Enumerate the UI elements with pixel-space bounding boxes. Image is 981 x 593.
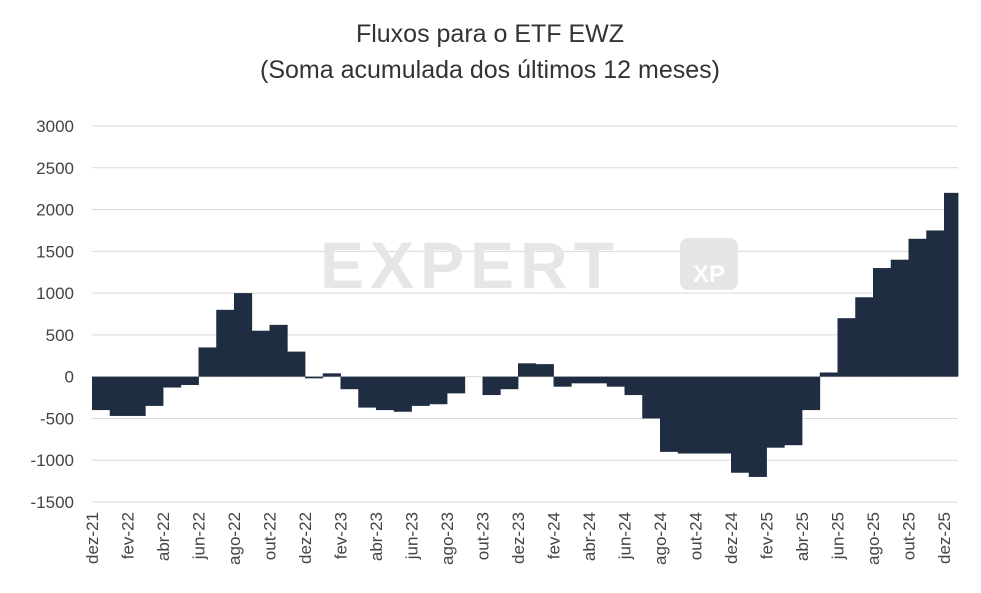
- x-tick-label: jun-22: [190, 512, 209, 560]
- bar: [748, 376, 767, 477]
- x-tick-label: dez-21: [83, 512, 102, 564]
- bar: [890, 259, 909, 377]
- x-tick-label: fev-22: [119, 512, 138, 559]
- x-tick-label: abr-22: [154, 512, 173, 561]
- x-tick-label: out-22: [261, 512, 280, 560]
- x-tick-label: out-23: [474, 512, 493, 560]
- x-tick-label: abr-23: [367, 512, 386, 561]
- bar: [287, 351, 306, 377]
- bar: [518, 363, 537, 377]
- x-tick-label: fev-25: [758, 512, 777, 559]
- bar: [802, 376, 821, 411]
- x-tick-label: ago-23: [438, 512, 457, 565]
- bar: [571, 376, 590, 384]
- x-tick-label: abr-24: [580, 512, 599, 561]
- x-tick-label: jun-23: [403, 512, 422, 560]
- bar: [500, 376, 519, 390]
- bar: [180, 376, 199, 386]
- bar: [393, 376, 412, 412]
- x-tick-label: ago-24: [651, 512, 670, 565]
- bar: [873, 268, 892, 377]
- bar: [376, 376, 395, 411]
- bar: [819, 372, 838, 377]
- bar: [358, 376, 377, 408]
- bar: [411, 376, 430, 406]
- x-tick-label: abr-25: [793, 512, 812, 561]
- chart-subtitle: (Soma acumulada dos últimos 12 meses): [260, 56, 720, 84]
- bar: [251, 330, 270, 377]
- bar: [109, 376, 128, 416]
- y-tick-label: 2000: [36, 201, 74, 220]
- watermark-badge: XP: [693, 261, 725, 288]
- bar: [944, 192, 959, 377]
- bar: [322, 373, 341, 377]
- bar: [695, 376, 714, 454]
- bar: [305, 376, 324, 379]
- y-tick-label: -1500: [31, 493, 74, 512]
- x-tick-label: dez-23: [509, 512, 528, 564]
- bar: [642, 376, 661, 419]
- bar: [677, 376, 696, 454]
- bar: [145, 376, 164, 406]
- x-tick-label: out-24: [687, 512, 706, 560]
- bar: [660, 376, 679, 452]
- bar: [855, 297, 874, 377]
- x-tick-label: ago-25: [864, 512, 883, 565]
- bar: [731, 376, 750, 473]
- x-tick-label: ago-22: [225, 512, 244, 565]
- plot-area: -1500 -1000 -500 0 500 1000 1500 2000 2500 3000 de…: [31, 117, 959, 565]
- bar: [269, 324, 288, 377]
- y-tick-label: 3000: [36, 117, 74, 136]
- x-tick-label: jun-25: [829, 512, 848, 560]
- watermark-badge-box: [680, 238, 738, 290]
- bar: [482, 376, 501, 396]
- bar: [908, 238, 927, 377]
- bar: [624, 376, 643, 396]
- y-tick-label: -500: [40, 409, 74, 428]
- bar: [340, 376, 359, 390]
- bar: [429, 376, 448, 405]
- bar: [713, 376, 732, 454]
- y-tick-label: 500: [46, 326, 74, 345]
- bar: [198, 347, 217, 377]
- x-tick-label: fev-24: [545, 512, 564, 559]
- y-tick-label: -1000: [31, 451, 74, 470]
- bar: [535, 364, 554, 377]
- bar: [553, 376, 572, 387]
- bar: [447, 376, 466, 394]
- x-tick-label: dez-24: [722, 512, 741, 564]
- x-tick-label: dez-22: [296, 512, 315, 564]
- bar: [234, 293, 253, 377]
- y-tick-label: 1000: [36, 284, 74, 303]
- bar: [127, 376, 146, 416]
- chart-title: Fluxos para o ETF EWZ: [356, 20, 624, 48]
- x-tick-label: dez-25: [935, 512, 954, 564]
- x-tick-label: jun-24: [616, 512, 635, 560]
- bar: [216, 309, 235, 377]
- y-tick-label: 2500: [36, 159, 74, 178]
- x-tick-label: fev-23: [332, 512, 351, 559]
- bar: [589, 376, 608, 384]
- x-tick-label: out-25: [900, 512, 919, 560]
- bar: [92, 376, 111, 411]
- bar: [163, 376, 182, 388]
- y-tick-label: 1500: [36, 242, 74, 261]
- y-tick-label: 0: [65, 368, 74, 387]
- bar: [766, 376, 785, 448]
- watermark: EXPERT: [320, 228, 620, 302]
- bar: [837, 318, 856, 377]
- bar: [606, 376, 625, 387]
- bar: [926, 230, 945, 377]
- bar: [784, 376, 803, 446]
